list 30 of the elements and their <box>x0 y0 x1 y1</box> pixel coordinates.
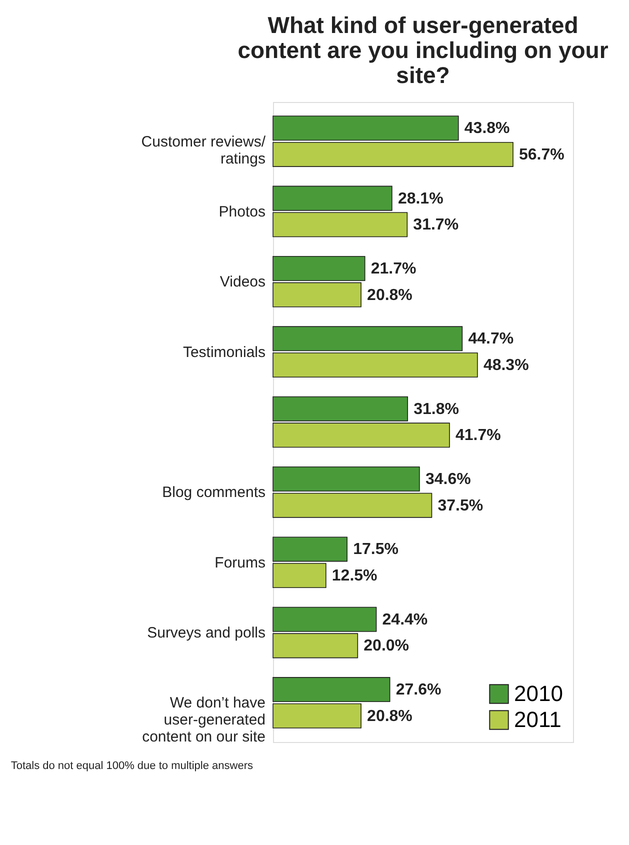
data-label: 34.6% <box>425 471 471 488</box>
data-label: 17.5% <box>353 541 398 558</box>
y-tick-label: We don’t have user-generated content on our site <box>142 694 266 746</box>
data-label: 37.5% <box>438 497 484 514</box>
data-label: 12.5% <box>332 568 378 585</box>
data-label: 24.4% <box>382 611 428 628</box>
data-label: 28.1% <box>398 190 444 208</box>
y-tick-label: Surveys and polls <box>147 624 266 642</box>
y-tick-label: Videos <box>220 274 266 291</box>
data-label: 31.7% <box>413 216 459 234</box>
data-label: 48.3% <box>483 356 529 374</box>
y-tick-label: Customer reviews/ ratings <box>141 133 266 168</box>
text: Totals do not equal 100% due to multiple answers <box>10 760 254 772</box>
data-label: 43.8% <box>464 120 510 138</box>
y-tick-label: Testimonials <box>182 344 266 361</box>
data-label: 20.8% <box>367 708 412 725</box>
chart-title: What kind of user-generated content are you including on your site? <box>238 12 608 88</box>
data-label: 44.7% <box>468 330 514 348</box>
y-tick-label: Photos <box>218 203 266 220</box>
y-tick-label: Blog comments <box>162 484 266 502</box>
data-label: 31.8% <box>414 400 459 418</box>
y-tick-label: Forums <box>214 554 266 572</box>
data-label: 41.7% <box>456 427 501 444</box>
data-label: 20.0% <box>364 638 410 655</box>
data-label: 27.6% <box>396 682 442 699</box>
legend-label: 2010 <box>514 681 563 706</box>
data-label: 21.7% <box>370 260 416 278</box>
data-label: 56.7% <box>519 146 564 164</box>
data-label: 20.8% <box>367 286 412 304</box>
legend-label: 2011 <box>514 707 562 732</box>
